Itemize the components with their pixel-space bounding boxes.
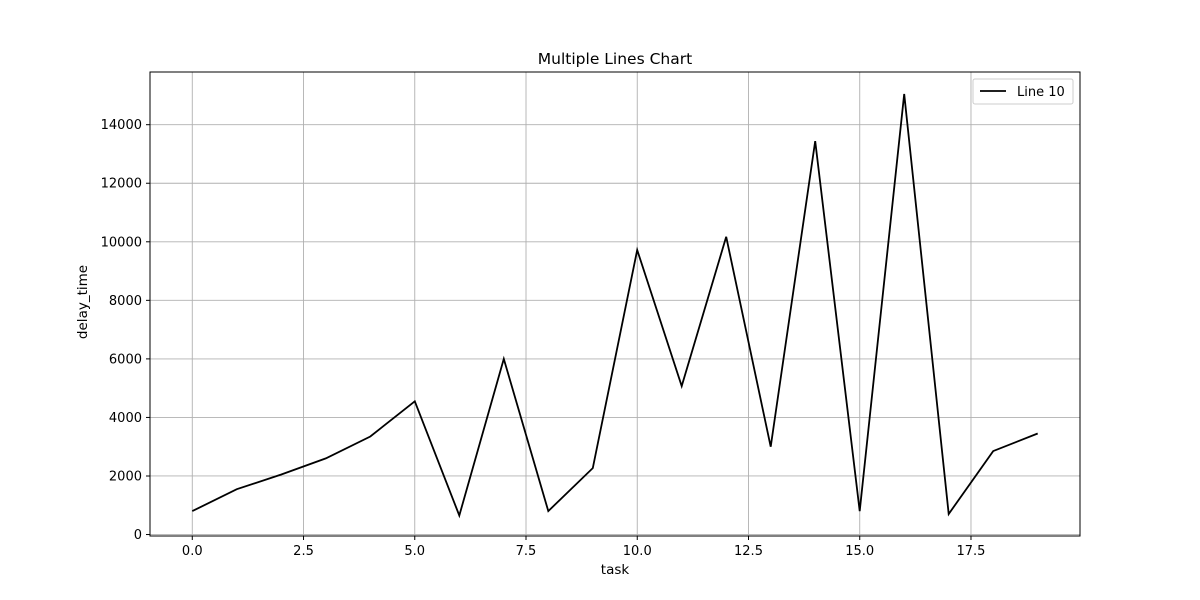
chart-title: Multiple Lines Chart [538, 50, 692, 68]
y-tick-label: 2000 [109, 469, 142, 484]
x-tick-label: 7.5 [516, 544, 537, 559]
x-tick-label: 17.5 [957, 544, 986, 559]
x-tick-label: 12.5 [734, 544, 763, 559]
x-axis-ticks: 0.0 2.5 5.0 7.5 10.0 12.5 15.0 17.5 [182, 536, 986, 559]
x-tick-label: 0.0 [182, 544, 203, 559]
legend-box [972, 78, 1074, 105]
series-lines [191, 93, 1039, 519]
x-tick-label: 10.0 [623, 544, 652, 559]
series-line [191, 93, 1039, 519]
y-axis-ticks: 0 2000 4000 6000 8000 10000 12000 14000 [101, 118, 150, 543]
plot-area-frame [149, 71, 1081, 537]
y-axis-label: delay_time [75, 265, 91, 339]
x-tick-label: 5.0 [404, 544, 425, 559]
y-tick-label: 8000 [109, 294, 142, 309]
y-tick-label: 10000 [101, 235, 142, 250]
y-tick-label: 14000 [101, 118, 142, 133]
y-tick-label: 6000 [109, 352, 142, 367]
x-tick-label: 15.0 [845, 544, 874, 559]
x-tick-label: 2.5 [293, 544, 314, 559]
y-tick-label: 12000 [101, 177, 142, 192]
legend-label: Line 10 [1017, 85, 1065, 100]
legend: Line 10 [972, 78, 1074, 105]
y-tick-label: 0 [134, 528, 142, 543]
y-tick-label: 4000 [109, 411, 142, 426]
x-axis-label: task [601, 562, 630, 578]
grid-lines [150, 72, 1080, 536]
